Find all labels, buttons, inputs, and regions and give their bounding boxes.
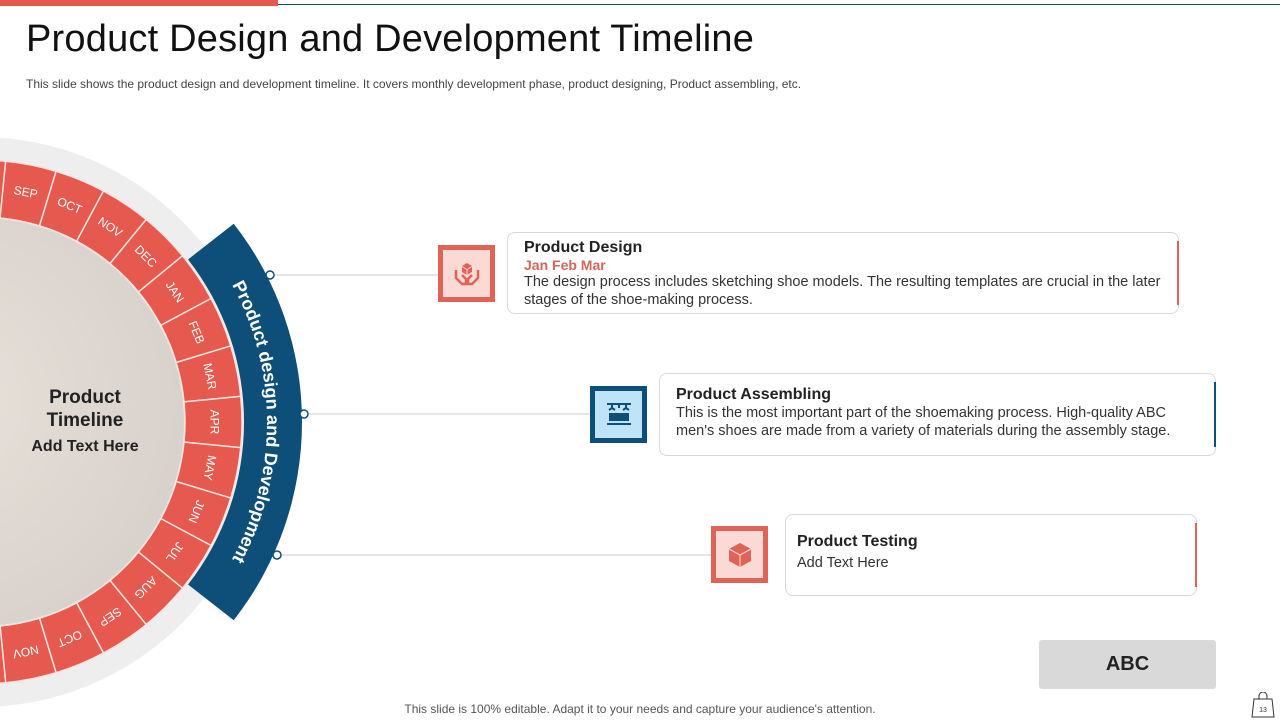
card-description: Add Text Here bbox=[797, 555, 889, 571]
card-description: This is the most important part of the s… bbox=[676, 405, 1171, 439]
card-product-assembling: Product Assembling This is the most impo… bbox=[659, 373, 1216, 456]
card-description: The design process includes sketching sh… bbox=[524, 274, 1161, 308]
footer-note: This slide is 100% editable. Adapt it to… bbox=[404, 702, 876, 716]
phase-band bbox=[188, 223, 302, 621]
month-label: SEP bbox=[13, 183, 39, 201]
card-title: Product Design bbox=[524, 239, 643, 256]
page-number: 13 bbox=[1259, 707, 1267, 714]
timeline-wheel: SEPOCTNOVDECJANFEBMARAPRMAYJUNJULAUGSEPO… bbox=[0, 137, 711, 707]
card-title: Product Assembling bbox=[676, 386, 831, 403]
page-subtitle: This slide shows the product design and … bbox=[26, 77, 802, 91]
connector-dot bbox=[299, 409, 309, 419]
month-label: NOV bbox=[12, 642, 40, 661]
page-number-badge: 13 bbox=[1250, 691, 1276, 718]
page-title: Product Design and Development Timeline bbox=[26, 18, 755, 60]
divider bbox=[278, 4, 1280, 5]
month-label: MAY bbox=[201, 454, 220, 481]
connector-dot bbox=[265, 270, 275, 280]
card-accent bbox=[1195, 523, 1197, 587]
card-product-design: Product Design Jan Feb Mar The design pr… bbox=[507, 232, 1179, 314]
card-accent bbox=[1177, 241, 1179, 305]
card-accent bbox=[1214, 382, 1216, 447]
month-label: MAR bbox=[200, 362, 219, 391]
abc-logo-placeholder: ABC bbox=[1039, 640, 1216, 689]
center-label: Product Timeline Add Text Here bbox=[20, 386, 150, 456]
accent-bar bbox=[0, 0, 278, 6]
card-title: Product Testing bbox=[797, 533, 918, 550]
month-segment bbox=[0, 625, 7, 684]
assembly-line-icon bbox=[590, 386, 647, 443]
center-title: Product Timeline bbox=[46, 387, 124, 431]
center-text: Add Text Here bbox=[31, 438, 139, 455]
card-months: Jan Feb Mar bbox=[524, 257, 606, 273]
hands-holding-box-icon bbox=[438, 245, 495, 302]
connector-dot bbox=[272, 550, 282, 560]
month-label: APR bbox=[207, 410, 221, 435]
cube-icon bbox=[711, 526, 768, 583]
card-product-testing: Product Testing Add Text Here bbox=[785, 514, 1197, 596]
photo-circle bbox=[0, 219, 184, 625]
